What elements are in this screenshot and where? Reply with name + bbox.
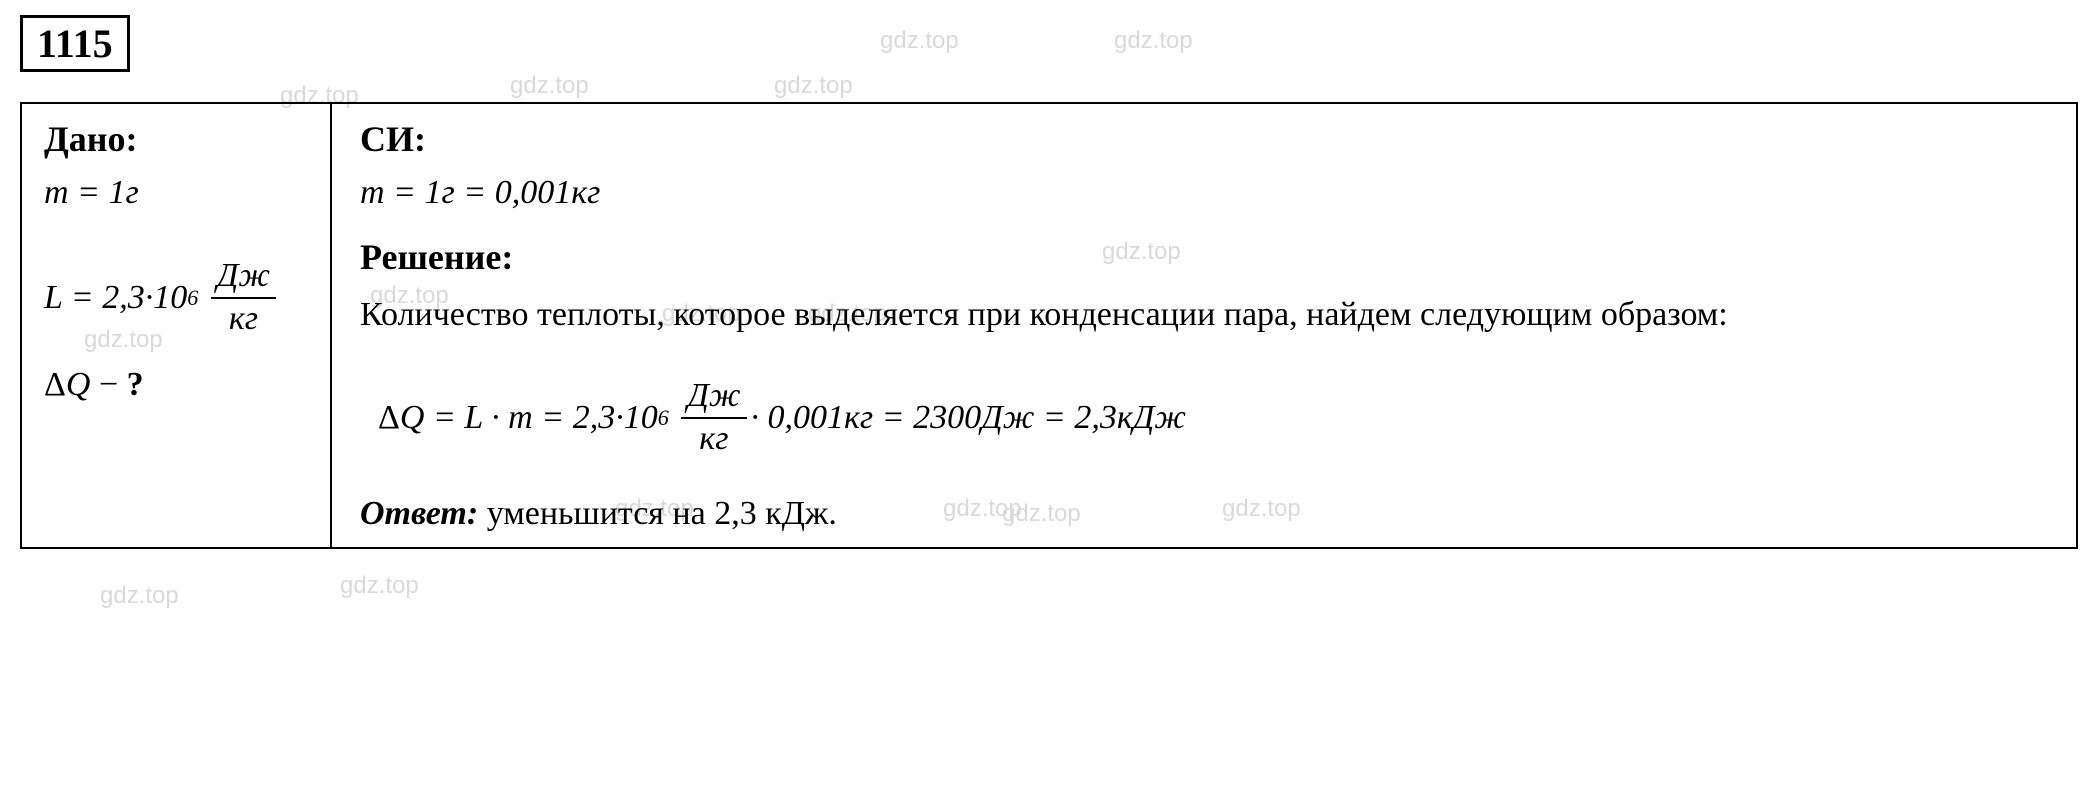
formula-frac-num: Дж	[681, 376, 746, 419]
L-frac-num: Дж	[211, 256, 276, 299]
mass-value: m = 1г	[44, 174, 139, 211]
L-fraction: Дж кг	[211, 256, 276, 340]
given-header: Дано:	[44, 118, 308, 160]
problem-number: 1115	[20, 15, 130, 72]
L-exp: 6	[187, 285, 198, 311]
problem-table: Дано: m = 1г L = 2,3·106 Дж кг ΔQ − ? СИ…	[20, 102, 2078, 549]
solution-explanation: Количество теплоты, которое выделяется п…	[360, 292, 2048, 338]
solution-header: Решение:	[360, 236, 2048, 278]
solution-formula: ΔQ = L · m = 2,3·106 Дж кг · 0,001кг = 2…	[360, 376, 1186, 460]
answer-line: Ответ: уменьшится на 2,3 кДж.	[360, 495, 2048, 533]
answer-text: уменьшится на 2,3 кДж.	[478, 495, 837, 532]
si-mass-value: m = 1г = 0,001кг	[360, 174, 600, 211]
formula-fraction: Дж кг	[681, 376, 746, 460]
solution-cell: СИ: m = 1г = 0,001кг Решение: Количество…	[331, 103, 2077, 548]
si-header: СИ:	[360, 118, 2048, 160]
L-prefix: L = 2,3·10	[44, 279, 187, 317]
formula-rest: · 0,001кг = 2300Дж = 2,3кДж	[751, 399, 1186, 437]
L-frac-den: кг	[211, 299, 276, 340]
given-question: ΔQ − ?	[44, 366, 308, 404]
given-cell: Дано: m = 1г L = 2,3·106 Дж кг ΔQ − ?	[21, 103, 331, 548]
given-L: L = 2,3·106 Дж кг	[44, 256, 280, 340]
watermark: gdz.top	[340, 572, 419, 600]
formula-exp: 6	[658, 405, 669, 431]
watermark: gdz.top	[100, 582, 179, 610]
given-mass: m = 1г	[44, 174, 308, 212]
formula-frac-den: кг	[681, 419, 746, 460]
si-mass: m = 1г = 0,001кг	[360, 174, 2048, 212]
answer-label: Ответ:	[360, 495, 478, 532]
